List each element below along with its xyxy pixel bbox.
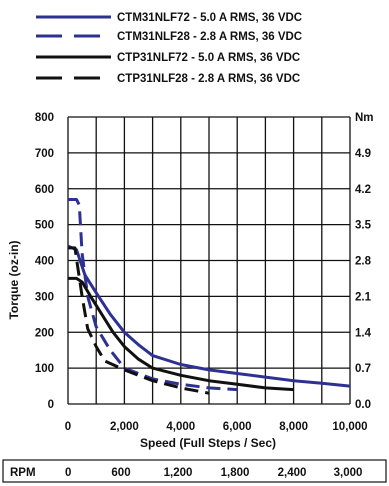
y2-tick-label: 2.8 [355,256,372,268]
y-tick-label: 600 [35,184,54,196]
y-tick-label: 800 [35,112,54,124]
legend-label-3: CTP31NLF72 - 5.0 A RMS, 36 VDC [117,52,300,64]
rpm-label: RPM [10,467,36,479]
rpm-row: RPM 0 600 1,200 1,800 2,400 3,000 [2,459,387,483]
rpm-value: 0 [65,467,71,479]
y-tick-label: 500 [35,220,54,232]
rpm-value: 600 [111,467,130,479]
y-tick-label: 100 [35,363,54,375]
series-lines [67,198,351,395]
rpm-box [2,459,387,483]
rpm-value: 1,200 [164,467,193,479]
y2-tick-label: 4.2 [355,184,371,196]
y-tick-label: 300 [35,291,54,303]
axis-ticks: 0 100 200 300 400 500 600 700 800 0.0 0.7 1.4 2.1 2.8… [35,112,374,433]
legend-label-2: CTM31NLF28 - 2.8 A RMS, 36 VDC [117,31,302,43]
series-line-4 [68,246,210,395]
x-tick-label: 2,000 [110,421,139,433]
y-tick-label: 200 [35,327,54,339]
series-line-3 [68,276,294,392]
x-tick-label: 8,000 [279,421,308,433]
x-tick-label: 0 [65,421,71,433]
series-line-2 [68,198,238,392]
legend-label-4: CTP31NLF28 - 2.8 A RMS, 36 VDC [117,73,300,85]
x-tick-label: 10,000 [332,421,367,433]
y2-tick-label: 0.0 [355,399,371,411]
y-axis-label: Torque (oz-in) [7,240,21,319]
rpm-value: 3,000 [334,467,363,479]
y-tick-label: 400 [35,256,54,268]
rpm-value: 1,800 [221,467,250,479]
y2-tick-label: Nm [355,112,374,124]
y2-tick-label: 0.7 [355,363,371,375]
x-tick-label: 6,000 [223,421,252,433]
legend-label-1: CTM31NLF72 - 5.0 A RMS, 36 VDC [117,12,302,24]
x-axis-label: Speed (Full Steps / Sec) [140,436,276,450]
x-tick-label: 4,000 [166,421,195,433]
y-tick-label: 0 [48,399,54,411]
legend: CTM31NLF72 - 5.0 A RMS, 36 VDC CTM31NLF28… [36,12,302,85]
y2-tick-label: 3.5 [355,220,372,232]
rpm-value: 2,400 [278,467,307,479]
plot-grid [67,116,351,405]
series-line-1 [67,244,351,388]
y-tick-label: 700 [35,148,54,160]
y2-tick-label: 4.9 [355,148,371,160]
y2-tick-label: 1.4 [355,327,372,339]
y2-tick-label: 2.1 [355,291,372,303]
